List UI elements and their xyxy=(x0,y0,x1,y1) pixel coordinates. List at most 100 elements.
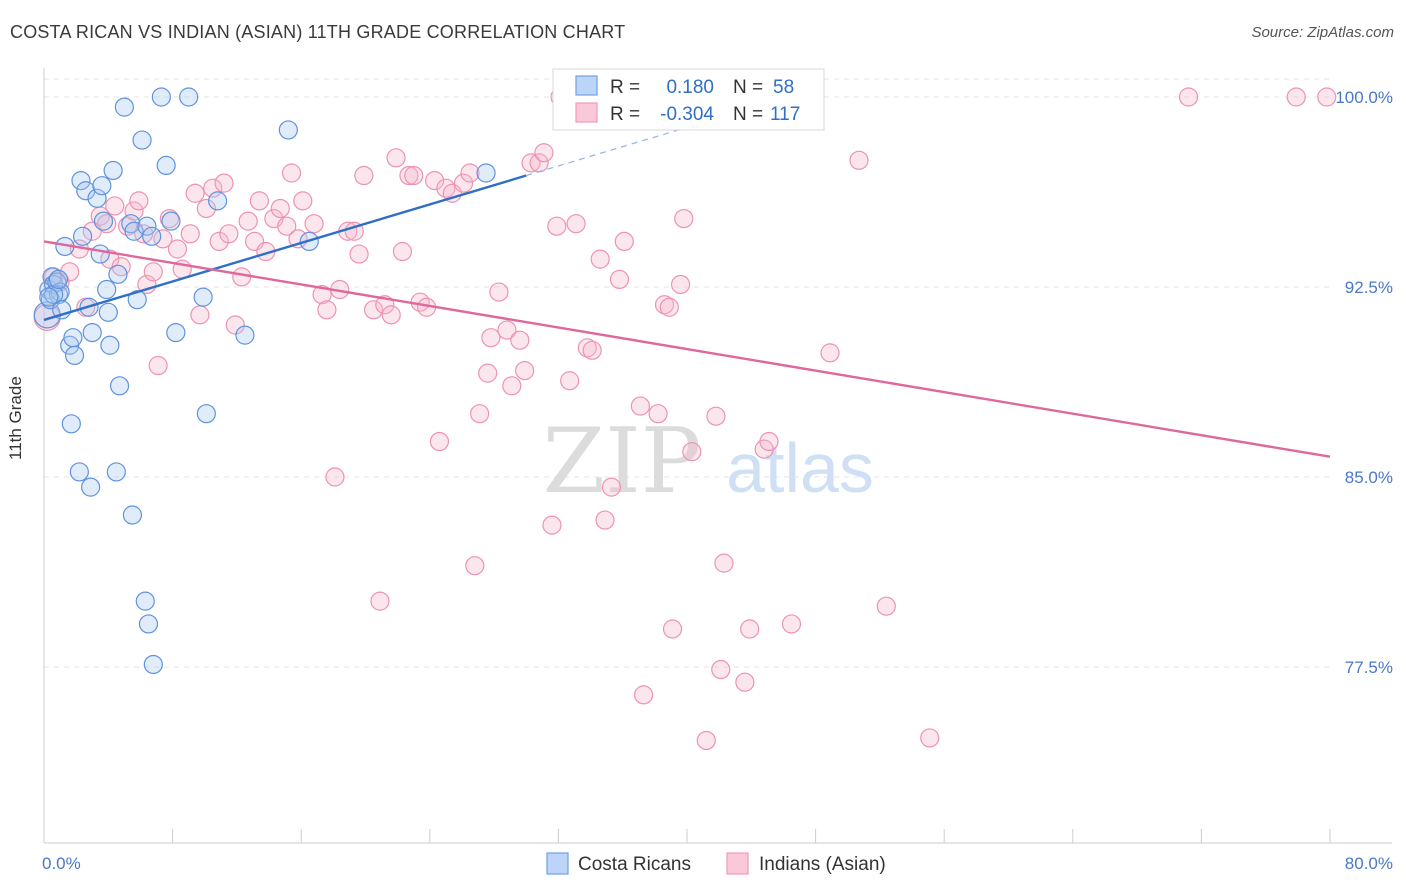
scatter-point xyxy=(219,224,239,244)
scatter-point xyxy=(138,614,159,634)
scatter-point xyxy=(674,209,694,229)
scatter-point xyxy=(497,320,517,340)
scatter-point xyxy=(108,264,128,284)
scatter-point xyxy=(142,226,162,246)
scatter-point xyxy=(696,730,716,751)
scatter-point xyxy=(61,414,81,434)
scatter-point xyxy=(105,196,125,216)
scatter-point xyxy=(69,462,89,482)
scatter-point xyxy=(354,165,374,186)
legend-n-label-pink: N = xyxy=(733,104,763,125)
scatter-point xyxy=(137,216,157,236)
scatter-point xyxy=(399,165,419,186)
scatter-point xyxy=(849,150,869,170)
scatter-point xyxy=(465,556,485,576)
scatter-point xyxy=(132,130,152,150)
scatter-point xyxy=(90,244,110,264)
scatter-point xyxy=(659,297,679,317)
y-tick-label: 77.5% xyxy=(1345,658,1393,677)
scatter-point xyxy=(109,376,130,396)
scatter-point xyxy=(920,728,940,748)
scatter-point xyxy=(601,477,622,497)
scatter-point xyxy=(81,477,101,497)
scatter-point xyxy=(100,335,120,355)
x-tick-label-min: 0.0% xyxy=(42,854,81,873)
scatter-point xyxy=(609,269,630,289)
scatter-point xyxy=(124,201,144,221)
scatter-point xyxy=(238,211,258,231)
scatter-point xyxy=(93,211,114,231)
scatter-point xyxy=(277,216,297,236)
scatter-point xyxy=(180,224,200,244)
scatter-point xyxy=(392,241,413,262)
legend-n-value-blue: 58 xyxy=(773,77,794,98)
scatter-point xyxy=(122,505,143,525)
scatter-point xyxy=(270,198,290,219)
scatter-point xyxy=(1178,87,1199,107)
scatter-point xyxy=(521,153,541,173)
scatter-point xyxy=(179,87,199,107)
scatter-point xyxy=(100,249,120,269)
scatter-point xyxy=(682,442,702,462)
scatter-point xyxy=(312,285,332,305)
scatter-point xyxy=(235,325,255,345)
scatter-point xyxy=(209,231,229,251)
scatter-point xyxy=(349,244,369,264)
scatter-point xyxy=(534,143,554,163)
legend-r-value-pink: -0.304 xyxy=(660,104,714,125)
scatter-point xyxy=(97,214,117,234)
scatter-point xyxy=(1286,87,1306,107)
scatter-point xyxy=(143,262,163,282)
scatter-point xyxy=(614,231,634,251)
scatter-point xyxy=(404,165,424,186)
scatter-point xyxy=(325,467,345,487)
legend-swatch-pink xyxy=(575,102,598,123)
scatter-point xyxy=(735,672,755,692)
trend-line-costa-ricans-extension xyxy=(526,126,688,177)
scatter-point xyxy=(590,249,610,269)
scatter-point xyxy=(98,302,118,322)
scatter-point xyxy=(124,221,144,241)
scatter-point xyxy=(560,371,580,391)
scatter-point xyxy=(363,300,384,320)
scatter-point xyxy=(820,343,840,363)
scatter-point xyxy=(97,279,117,300)
scatter-point xyxy=(63,328,83,348)
scatter-point xyxy=(196,198,216,219)
y-tick-labels: 77.5% 85.0% 92.5% 100.0% xyxy=(1335,88,1393,677)
scatter-point xyxy=(670,274,691,295)
scatter-point xyxy=(648,404,668,424)
scatter-point xyxy=(167,239,188,259)
scatter-point xyxy=(460,163,480,183)
scatter-point xyxy=(470,404,490,424)
scatter-point xyxy=(582,340,602,360)
scatter-point xyxy=(304,214,324,234)
scatter-point xyxy=(208,191,228,211)
scatter-point xyxy=(547,216,567,236)
scatter-point xyxy=(214,173,234,193)
scatter-point xyxy=(203,178,223,198)
scatter-point xyxy=(143,654,163,675)
scatter-point xyxy=(453,173,474,193)
scatter-point xyxy=(662,619,683,639)
bottom-legend-swatch-blue xyxy=(546,852,569,875)
scatter-point xyxy=(370,591,390,611)
series-costa-ricans-points xyxy=(33,87,496,675)
series-legend: Costa Ricans Indians (Asian) xyxy=(546,852,886,875)
scatter-point xyxy=(87,188,107,208)
series-indians-asian-points xyxy=(33,87,1337,751)
scatter-point xyxy=(106,462,126,482)
watermark: ZIP atlas xyxy=(543,409,874,514)
scatter-point xyxy=(425,171,445,191)
stats-legend-box xyxy=(552,68,825,131)
scatter-point xyxy=(82,323,102,343)
scatter-point xyxy=(193,287,213,307)
scatter-point xyxy=(156,155,176,175)
x-tick-label-max: 80.0% xyxy=(1345,854,1393,873)
scatter-point xyxy=(151,87,171,107)
scatter-point xyxy=(249,191,270,211)
scatter-point xyxy=(489,282,509,302)
gridlines xyxy=(44,78,1330,668)
scatter-point xyxy=(64,345,85,365)
